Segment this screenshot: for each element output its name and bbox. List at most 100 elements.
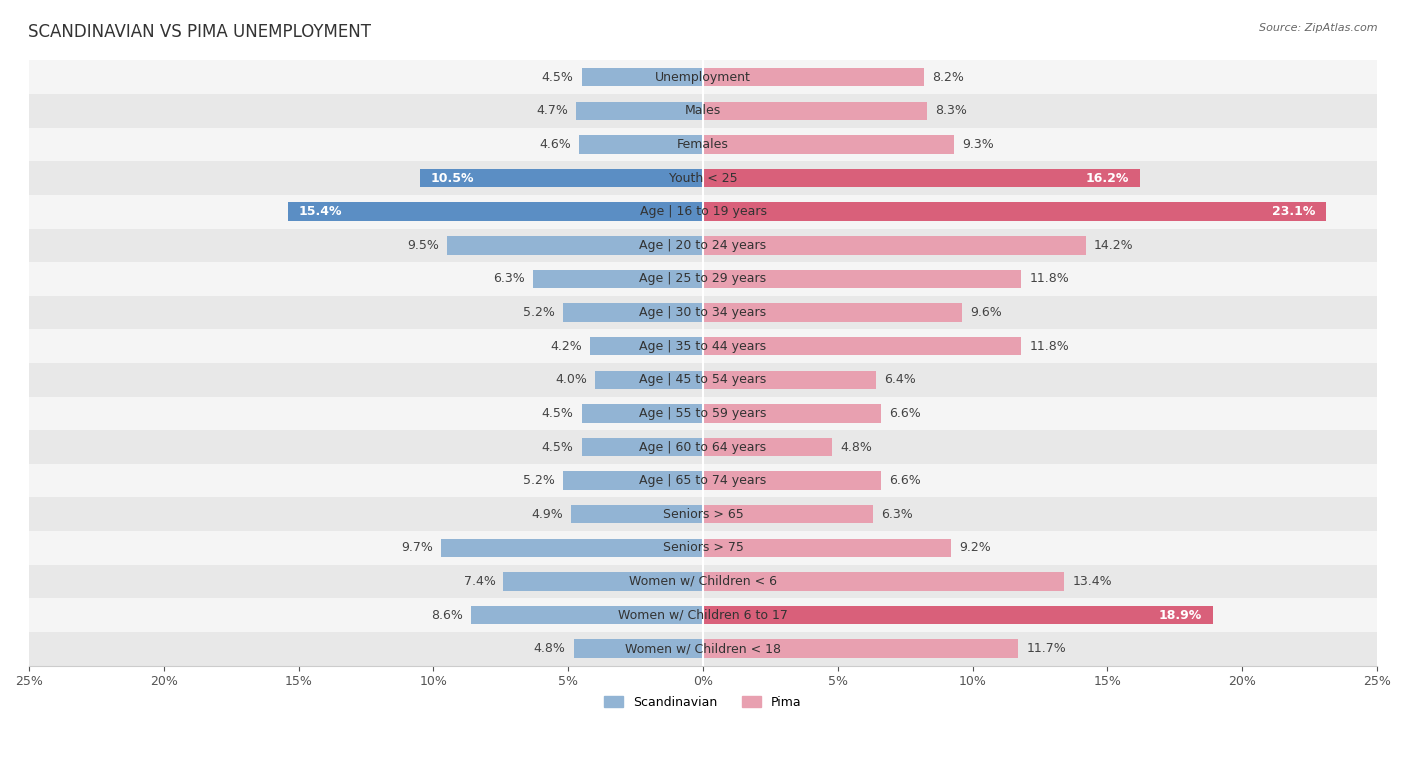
Text: Women w/ Children < 6: Women w/ Children < 6 [628, 575, 778, 588]
Text: Age | 35 to 44 years: Age | 35 to 44 years [640, 340, 766, 353]
Text: Youth < 25: Youth < 25 [669, 172, 737, 185]
Bar [533, 269, 703, 288]
Text: 5.2%: 5.2% [523, 474, 555, 487]
Text: Seniors > 65: Seniors > 65 [662, 508, 744, 521]
Bar [30, 195, 1376, 229]
Bar [30, 128, 1376, 161]
Bar [703, 101, 927, 120]
Bar [420, 169, 703, 187]
Bar [703, 606, 1212, 625]
Text: 8.3%: 8.3% [935, 104, 967, 117]
Bar [30, 94, 1376, 128]
Bar [562, 472, 703, 490]
Text: 9.2%: 9.2% [959, 541, 991, 554]
Bar [30, 565, 1376, 598]
Text: Women w/ Children < 18: Women w/ Children < 18 [626, 642, 780, 656]
Text: Seniors > 75: Seniors > 75 [662, 541, 744, 554]
Text: Age | 30 to 34 years: Age | 30 to 34 years [640, 306, 766, 319]
Text: 9.3%: 9.3% [962, 138, 994, 151]
Text: 4.2%: 4.2% [550, 340, 582, 353]
Bar [30, 229, 1376, 262]
Bar [703, 640, 1018, 658]
Bar [582, 438, 703, 456]
Bar [595, 370, 703, 389]
Text: 4.8%: 4.8% [841, 441, 872, 453]
Text: 4.5%: 4.5% [541, 70, 574, 84]
Bar [703, 304, 962, 322]
Text: 23.1%: 23.1% [1271, 205, 1315, 218]
Text: 4.6%: 4.6% [538, 138, 571, 151]
Bar [582, 404, 703, 422]
Bar [30, 531, 1376, 565]
Bar [30, 161, 1376, 195]
Bar [30, 296, 1376, 329]
Text: Age | 55 to 59 years: Age | 55 to 59 years [640, 407, 766, 420]
Text: 9.6%: 9.6% [970, 306, 1001, 319]
Bar [441, 539, 703, 557]
Text: Age | 45 to 54 years: Age | 45 to 54 years [640, 373, 766, 386]
Bar [30, 598, 1376, 632]
Text: 4.5%: 4.5% [541, 407, 574, 420]
Text: 4.8%: 4.8% [534, 642, 565, 656]
Bar [288, 202, 703, 221]
Bar [703, 68, 924, 86]
Text: 6.6%: 6.6% [889, 407, 921, 420]
Text: 8.6%: 8.6% [432, 609, 463, 621]
Bar [30, 329, 1376, 363]
Bar [574, 640, 703, 658]
Bar [30, 397, 1376, 430]
Text: 9.7%: 9.7% [402, 541, 433, 554]
Text: 10.5%: 10.5% [430, 172, 474, 185]
Bar [30, 262, 1376, 296]
Bar [703, 136, 953, 154]
Text: 13.4%: 13.4% [1073, 575, 1112, 588]
Bar [30, 363, 1376, 397]
Bar [30, 497, 1376, 531]
Bar [703, 169, 1140, 187]
Bar [703, 572, 1064, 590]
Text: Age | 16 to 19 years: Age | 16 to 19 years [640, 205, 766, 218]
Bar [589, 337, 703, 355]
Text: Age | 20 to 24 years: Age | 20 to 24 years [640, 238, 766, 252]
Bar [703, 370, 876, 389]
Bar [579, 136, 703, 154]
Bar [447, 236, 703, 254]
Legend: Scandinavian, Pima: Scandinavian, Pima [599, 690, 807, 714]
Bar [471, 606, 703, 625]
Text: 16.2%: 16.2% [1085, 172, 1129, 185]
Text: Women w/ Children 6 to 17: Women w/ Children 6 to 17 [619, 609, 787, 621]
Bar [703, 404, 882, 422]
Text: 4.5%: 4.5% [541, 441, 574, 453]
Text: 4.7%: 4.7% [536, 104, 568, 117]
Bar [30, 430, 1376, 464]
Bar [571, 505, 703, 524]
Text: 8.2%: 8.2% [932, 70, 965, 84]
Text: 11.7%: 11.7% [1026, 642, 1066, 656]
Text: 6.3%: 6.3% [494, 273, 524, 285]
Text: 11.8%: 11.8% [1029, 273, 1069, 285]
Text: Unemployment: Unemployment [655, 70, 751, 84]
Bar [582, 68, 703, 86]
Text: 6.4%: 6.4% [883, 373, 915, 386]
Text: 6.3%: 6.3% [882, 508, 912, 521]
Text: 4.9%: 4.9% [531, 508, 562, 521]
Text: Age | 25 to 29 years: Age | 25 to 29 years [640, 273, 766, 285]
Bar [576, 101, 703, 120]
Bar [703, 202, 1326, 221]
Text: 4.0%: 4.0% [555, 373, 588, 386]
Bar [562, 304, 703, 322]
Text: Males: Males [685, 104, 721, 117]
Text: 6.6%: 6.6% [889, 474, 921, 487]
Text: SCANDINAVIAN VS PIMA UNEMPLOYMENT: SCANDINAVIAN VS PIMA UNEMPLOYMENT [28, 23, 371, 41]
Bar [30, 61, 1376, 94]
Text: 9.5%: 9.5% [406, 238, 439, 252]
Bar [703, 539, 950, 557]
Text: Age | 60 to 64 years: Age | 60 to 64 years [640, 441, 766, 453]
Bar [703, 269, 1021, 288]
Bar [703, 438, 832, 456]
Bar [30, 632, 1376, 665]
Text: 5.2%: 5.2% [523, 306, 555, 319]
Text: Age | 65 to 74 years: Age | 65 to 74 years [640, 474, 766, 487]
Bar [703, 236, 1085, 254]
Text: 15.4%: 15.4% [298, 205, 342, 218]
